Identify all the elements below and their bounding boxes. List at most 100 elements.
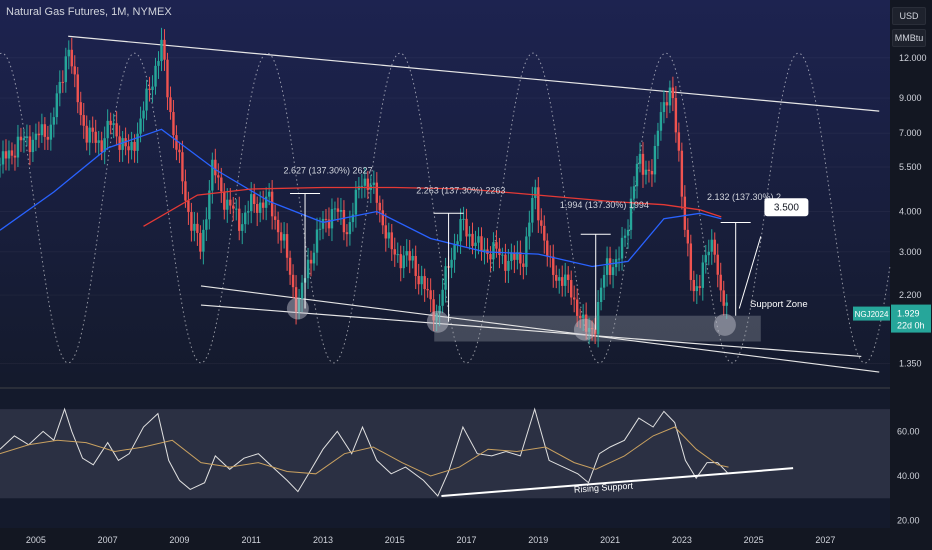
chart-title: Natural Gas Futures, 1M, NYMEX: [6, 6, 172, 18]
candle-body: [226, 199, 229, 210]
candle-body: [291, 274, 295, 288]
candle-body: [531, 197, 534, 223]
candle-body: [713, 239, 716, 255]
candle-body: [686, 229, 690, 244]
candle-body: [306, 259, 310, 279]
candle-body: [211, 159, 214, 191]
candle-body: [459, 219, 462, 242]
candle-body: [339, 209, 343, 212]
candle-body: [55, 93, 59, 118]
candle-body: [546, 240, 549, 257]
projection-label: 2.627 (137.30%) 2627: [284, 165, 373, 175]
candle-body: [605, 258, 609, 275]
candle-body: [241, 224, 244, 231]
candle-body: [217, 175, 220, 178]
rsi-band: [0, 409, 890, 499]
target-callout-box: [764, 198, 809, 217]
candle-body: [270, 191, 274, 217]
candle-body: [235, 208, 238, 210]
candle-body: [420, 276, 423, 285]
bottom-circle-marker: [426, 310, 449, 333]
y-tick-label: 2.200: [899, 290, 922, 300]
candle-body: [674, 98, 678, 133]
candle-body: [190, 212, 193, 231]
candle-body: [456, 241, 459, 245]
candle-body: [552, 256, 555, 275]
candle-body: [148, 88, 151, 91]
candle-body: [172, 112, 175, 136]
rising-support-label: Rising Support: [574, 481, 634, 495]
bottom-circle-marker: [286, 297, 309, 320]
candle-body: [261, 202, 265, 208]
candle-body: [309, 259, 313, 264]
candle-body: [656, 130, 660, 146]
candle-body: [220, 177, 223, 192]
candle-body: [423, 276, 426, 290]
candle-body: [247, 211, 250, 213]
candle-body: [692, 279, 696, 292]
currency-button[interactable]: USD: [892, 7, 926, 25]
candle-body: [722, 290, 725, 306]
candle-body: [178, 149, 181, 153]
candle-body: [567, 274, 570, 281]
bottom-circle-marker: [713, 313, 736, 336]
candle-body: [647, 169, 651, 171]
candle-body: [698, 286, 701, 288]
candle-body: [366, 178, 370, 190]
candle-body: [429, 290, 432, 300]
candle-body: [578, 315, 582, 318]
candle-body: [725, 302, 728, 306]
symbol-tag-label: NGJ2024: [855, 310, 889, 319]
unit-button[interactable]: MMBtu: [892, 29, 926, 47]
candle-body: [157, 61, 160, 66]
candle-body: [572, 297, 576, 300]
candle-body: [285, 234, 289, 258]
candle-body: [528, 222, 531, 237]
x-tick-label: 2025: [744, 535, 764, 545]
x-tick-label: 2017: [457, 535, 477, 545]
candle-body: [596, 302, 600, 335]
candle-body: [91, 127, 94, 132]
time-axis-bg: [0, 528, 932, 550]
channel-mid-line: [200, 304, 862, 358]
candle-body: [474, 242, 477, 247]
candle-body: [534, 187, 537, 198]
candle-body: [175, 135, 178, 150]
candle-body: [584, 314, 588, 332]
candle-body: [181, 152, 184, 182]
candle-body: [7, 150, 11, 159]
candle-body: [689, 243, 693, 280]
y-tick-label: 7.000: [899, 128, 922, 138]
candle-body: [662, 102, 666, 113]
candle-body: [70, 49, 73, 67]
candle-body: [629, 198, 633, 230]
target-callout-label: 3.500: [774, 203, 799, 214]
candle-body: [333, 208, 337, 210]
y-tick-label: 3.000: [899, 247, 922, 257]
price-tag-countdown: 22d 0h: [897, 321, 925, 331]
candle-body: [25, 136, 29, 139]
candle-body: [375, 182, 379, 203]
candle-body: [441, 289, 444, 306]
candle-body: [617, 258, 621, 260]
candle-body: [130, 141, 133, 151]
candle-body: [16, 136, 20, 158]
candle-body: [384, 225, 387, 239]
candle-body: [94, 131, 97, 143]
candle-body: [399, 254, 402, 269]
rising-support-line: [441, 467, 794, 498]
candle-body: [142, 110, 145, 119]
candle-body: [336, 208, 340, 212]
y-tick-label: 9.000: [899, 93, 922, 103]
candle-body: [187, 200, 190, 213]
candle-body: [462, 218, 465, 220]
candle-body: [704, 255, 707, 263]
candle-body: [163, 39, 166, 60]
candle-body: [489, 254, 492, 260]
candle-body: [136, 133, 139, 151]
candle-body: [495, 242, 498, 249]
candle-body: [465, 218, 468, 237]
candle-body: [133, 141, 136, 151]
candle-body: [695, 286, 699, 292]
candle-body: [408, 251, 411, 261]
